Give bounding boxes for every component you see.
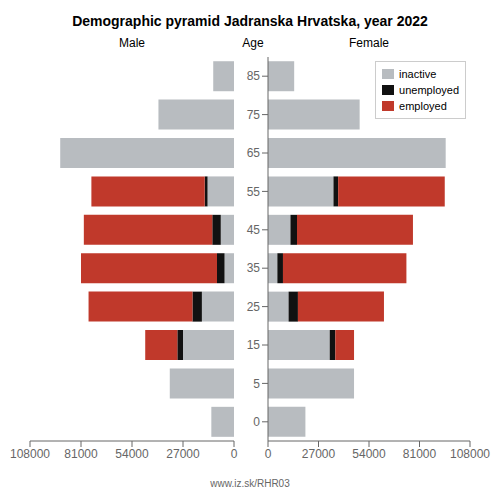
svg-text:65: 65 (247, 146, 261, 160)
html-text:unemployed: unemployed (399, 84, 459, 96)
svg-text:54000: 54000 (352, 447, 386, 461)
svg-text:75: 75 (247, 108, 261, 122)
html-text:employed: employed (399, 100, 447, 112)
svg-text:81000: 81000 (403, 447, 437, 461)
svg-text:35: 35 (247, 261, 261, 275)
html-text:Demographic pyramid Jadranska: Demographic pyramid Jadranska Hrvatska, … (72, 13, 428, 29)
svg-text:0: 0 (231, 447, 238, 461)
html-text:www.iz.sk/RHR03: www.iz.sk/RHR03 (210, 478, 290, 489)
svg-text:0: 0 (265, 447, 272, 461)
svg-text:27000: 27000 (302, 447, 336, 461)
html-text:Male: Male (119, 36, 145, 50)
svg-text:15: 15 (247, 338, 261, 352)
html-text:inactive: inactive (399, 68, 437, 80)
html-text:Age: Age (242, 36, 264, 50)
svg-text:81000: 81000 (64, 447, 98, 461)
svg-text:108000: 108000 (450, 447, 490, 461)
html-text:Female: Female (349, 36, 389, 50)
svg-text:25: 25 (247, 300, 261, 314)
svg-text:45: 45 (247, 223, 261, 237)
svg-text:108000: 108000 (10, 447, 50, 461)
svg-text:0: 0 (253, 415, 260, 429)
svg-text:5: 5 (253, 377, 260, 391)
svg-text:27000: 27000 (166, 447, 200, 461)
svg-text:55: 55 (247, 185, 261, 199)
svg-text:54000: 54000 (115, 447, 149, 461)
svg-text:85: 85 (247, 69, 261, 83)
